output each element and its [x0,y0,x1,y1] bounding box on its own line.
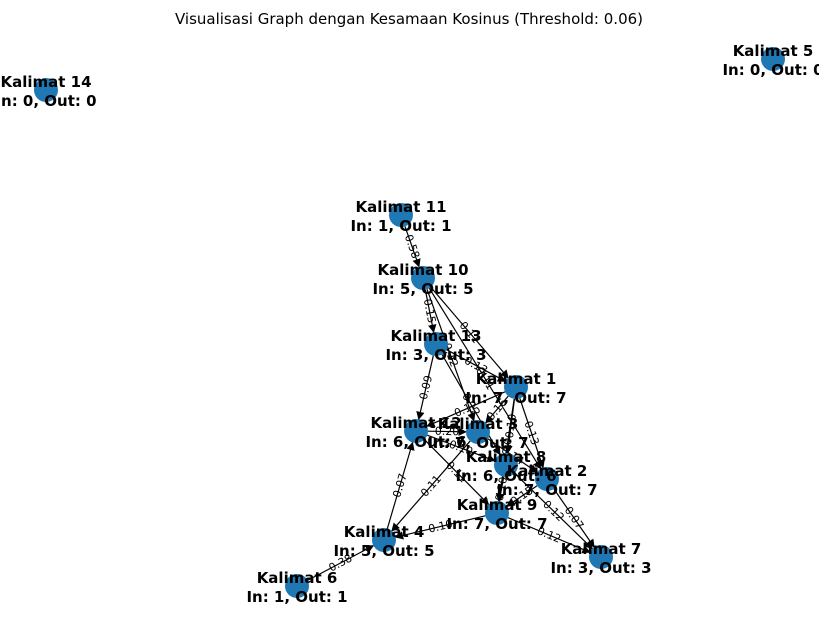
node-name-label: Kalimat 8 [466,448,547,466]
edge-k10-k13 [424,289,437,334]
node-degree-label: In: 3, Out: 3 [550,559,651,577]
edge-k1-k12 [426,391,506,427]
node-name-label: Kalimat 6 [257,569,338,587]
edge-k12-k8 [427,434,496,463]
node-name-label: Kalimat 10 [377,261,468,279]
edge-k10-k1 [430,286,509,379]
edge-weight-label: 0.10 [503,413,519,439]
edge-weight-label: 0.07 [390,472,409,499]
edge-weight-label: 0.20 [435,425,460,438]
node-k6 [285,574,309,598]
node-k12 [404,419,428,443]
edge-k3-k4 [391,440,471,532]
node-layer [34,47,785,598]
edge-k9-k7 [507,517,591,554]
edge-k10-k3 [426,289,476,422]
node-name-label: Kalimat 13 [390,327,481,345]
node-name-label: Kalimat 1 [476,370,557,388]
edge-weight-label: 0.10 [427,517,454,535]
edge-k1-k2 [519,398,545,469]
node-name-label: Kalimat 9 [457,496,538,514]
edge-weight-label: 0.07 [562,504,587,532]
node-k10 [411,266,435,290]
graph-title: Visualisasi Graph dengan Kesamaan Kosinu… [175,10,643,28]
node-k3 [466,420,490,444]
node-name-label: Kalimat 5 [733,42,814,60]
node-degree-label: In: 3, Out: 3 [385,346,486,364]
node-k1 [504,375,528,399]
node-name-label: Kalimat 7 [561,540,642,558]
edge-weight-label: 0.15 [421,298,438,325]
node-degree-label: In: 7, Out: 7 [427,434,528,452]
edge-k2-k7 [553,488,595,548]
node-k14 [34,78,58,102]
node-degree-label: In: 6, Out: 6 [365,433,466,451]
node-k11 [389,203,413,227]
node-name-label: Kalimat 11 [355,198,446,216]
edge-k13-k12 [416,355,434,421]
edge-weight-label: 0.09 [417,374,435,401]
edge-weight-label: 0.58 [402,233,422,260]
node-degree-label: In: 0, Out: 0 [0,92,97,110]
edge-weight-label: 0.11 [418,472,444,499]
edge-k9-k4 [394,515,486,540]
node-k13 [424,332,448,356]
node-degree-label: In: 7, Out: 7 [446,515,547,533]
edge-k13-k1 [446,349,507,382]
edge-k1-k9 [495,398,515,502]
node-degree-label: In: 0, Out: 0 [722,61,819,79]
node-k5 [761,47,785,71]
edge-k11-k10 [404,226,421,268]
edge-k8-k9 [496,476,505,503]
node-k9 [485,501,509,525]
edge-k10-k2 [428,287,542,470]
edge-k13-k8 [441,354,501,456]
node-k2 [535,467,559,491]
node-name-label: Kalimat 2 [507,462,588,480]
edge-k12-k9 [424,439,490,506]
node-name-label: Kalimat 12 [370,414,461,432]
node-degree-label: In: 7, Out: 7 [496,481,597,499]
node-k7 [589,545,613,569]
edge-k8-k7 [514,472,593,550]
node-name-label: Kalimat 14 [0,73,91,91]
node-degree-label: In: 1, Out: 1 [246,588,347,606]
node-name-label: Kalimat 4 [344,523,425,541]
edge-k2-k9 [506,485,538,507]
edge-k12-k3 [427,427,467,436]
edge-k1-k3 [485,395,509,424]
node-k8 [494,453,518,477]
node-degree-label: In: 6, Out: 6 [455,467,556,485]
node-k4 [372,528,396,552]
edge-k4-k12 [386,441,415,529]
node-degree-label: In: 1, Out: 1 [350,217,451,235]
edge-k6-k4 [307,545,375,581]
node-degree-label: In: 5, Out: 5 [372,280,473,298]
node-degree-label: In: 5, Out: 5 [333,542,434,560]
node-name-label: Kalimat 3 [438,415,519,433]
edge-weight-label: 0.10 [493,476,510,502]
node-degree-label: In: 7, Out: 7 [465,389,566,407]
